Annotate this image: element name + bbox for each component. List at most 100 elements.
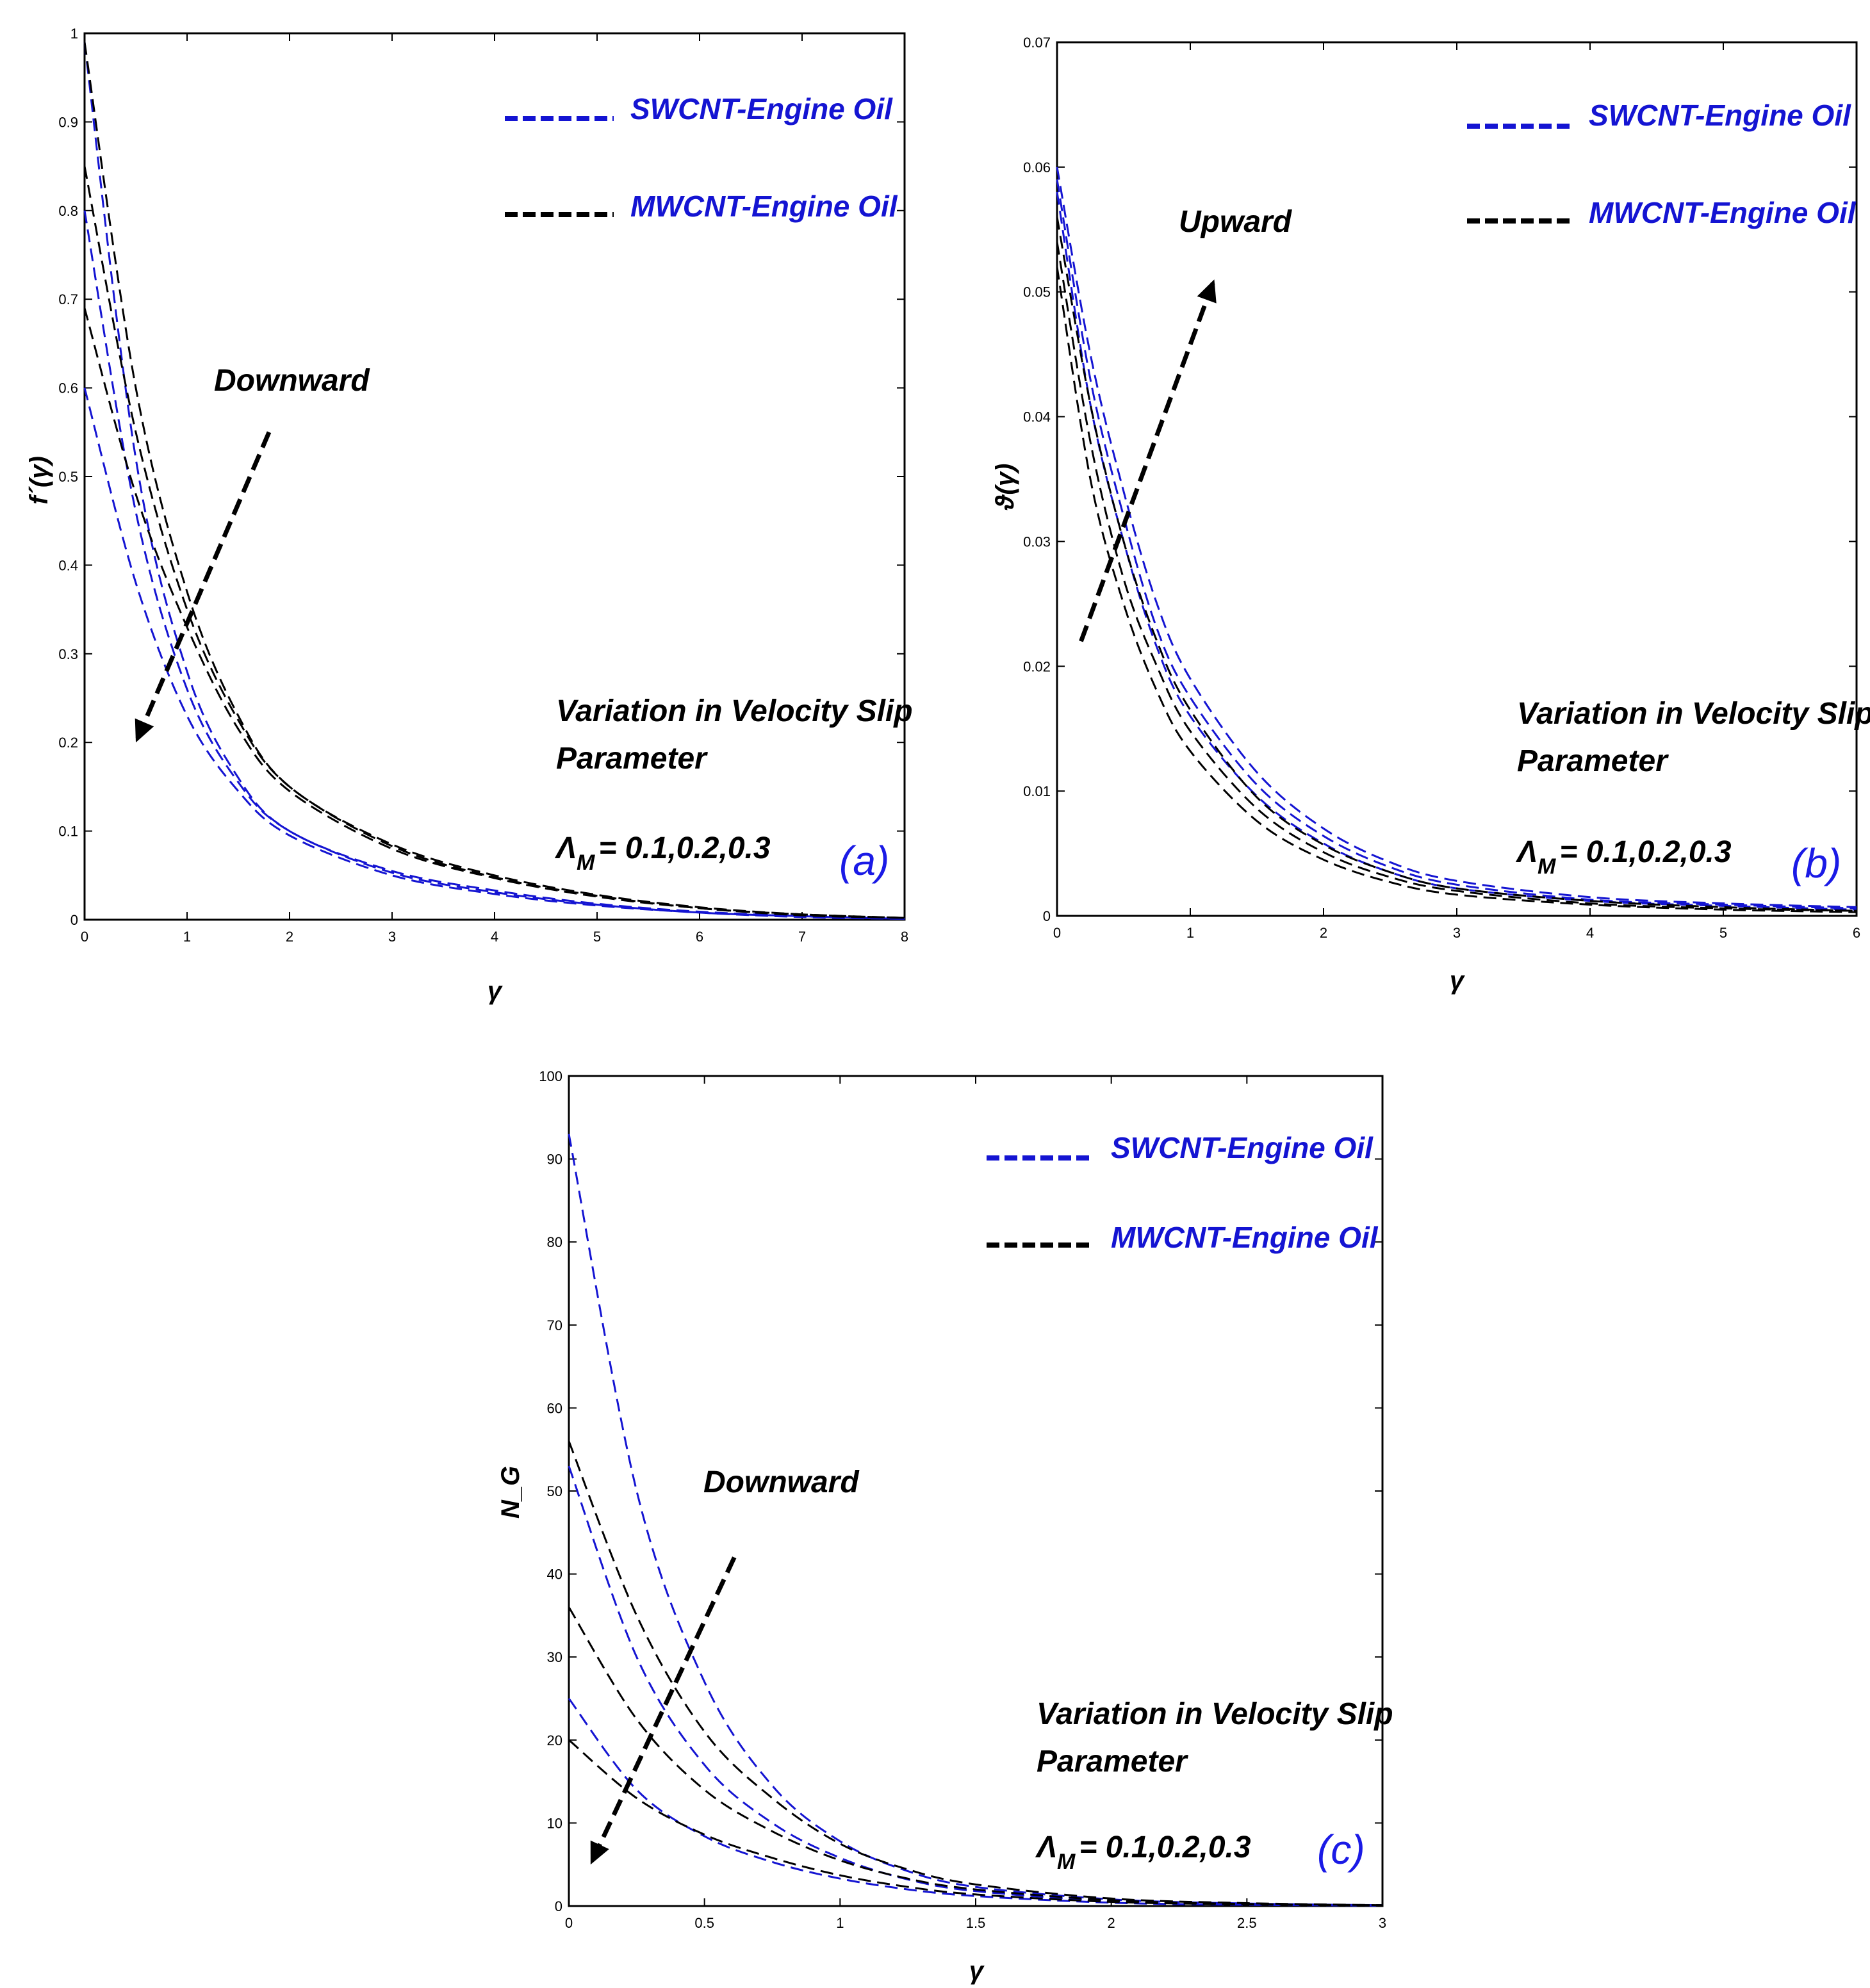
- y-tick-label: 0.7: [58, 291, 78, 307]
- y-tick-label: 50: [547, 1483, 562, 1499]
- y-tick-label: 0: [1043, 908, 1051, 924]
- y-axis-label-c: N_G: [496, 1466, 525, 1519]
- y-tick-label: 0.4: [58, 557, 78, 573]
- x-tick-label: 3: [1379, 1915, 1386, 1931]
- x-tick-label: 4: [1586, 925, 1594, 941]
- variation-line2-a: Parameter: [556, 742, 708, 776]
- y-tick-label: 0: [555, 1898, 562, 1914]
- variation-line2-c: Parameter: [1037, 1745, 1188, 1779]
- y-tick-label: 0.06: [1023, 159, 1051, 175]
- y-tick-label: 0.03: [1023, 534, 1051, 550]
- param-label-c: ΛM = 0.1,0.2,0.3: [1035, 1830, 1251, 1874]
- x-tick-label: 0: [81, 929, 88, 945]
- param-symbol-b: Λ: [1515, 835, 1538, 869]
- param-subscript-c: M: [1057, 1850, 1076, 1874]
- y-tick-label: 80: [547, 1234, 562, 1250]
- series-line-mwcnt-2: [83, 166, 905, 919]
- series-line-mwcnt-1: [568, 1440, 1383, 1907]
- annotation-downward-a: Downward: [214, 364, 370, 398]
- series-line-swcnt-3: [83, 387, 905, 920]
- series-line-swcnt-3: [1056, 191, 1857, 911]
- y-tick-label: 0.07: [1023, 35, 1051, 51]
- x-tick-label: 6: [1853, 925, 1860, 941]
- x-tick-label: 3: [388, 929, 396, 945]
- plot-frame-b: [1056, 41, 1858, 917]
- param-subscript-b: M: [1538, 854, 1556, 879]
- arrow-c: [588, 1556, 737, 1866]
- series-line-mwcnt-3: [83, 307, 905, 919]
- arrow-a: [133, 431, 272, 744]
- curves-a: [83, 42, 905, 920]
- y-tick-label: 0.02: [1023, 658, 1051, 674]
- y-tick-label: 0.8: [58, 203, 78, 219]
- curves-b: [1056, 167, 1857, 913]
- series-line-mwcnt-1: [1056, 216, 1857, 912]
- x-tick-label: 1: [836, 1915, 844, 1931]
- param-values-c: = 0.1,0.2,0.3: [1079, 1830, 1251, 1864]
- panel-b: 0 1 2 3 4 5 6 0 0.01 0.02 0.03 0.04 0.05 0.06 0.07 γ ϑ…: [991, 35, 1870, 995]
- x-tick-label: 5: [1719, 925, 1727, 941]
- y-tick-label: 40: [547, 1567, 562, 1583]
- legend-text-mwcnt-b: MWCNT-Engine Oil: [1589, 196, 1857, 229]
- variation-line1-c: Variation in Velocity Slip: [1037, 1697, 1393, 1731]
- variation-line1-a: Variation in Velocity Slip: [556, 694, 913, 728]
- y-tick-label: 0.5: [58, 469, 78, 485]
- param-label-a: ΛM = 0.1,0.2,0.3: [554, 831, 771, 875]
- y-tick-label: 0.01: [1023, 783, 1051, 799]
- series-line-mwcnt-2: [1056, 241, 1857, 912]
- trend-arrow-shaft: [1079, 279, 1217, 642]
- param-symbol-c: Λ: [1035, 1830, 1057, 1864]
- y-axis-label-a: f´(γ): [25, 456, 53, 505]
- y-tick-label: 0.04: [1023, 409, 1051, 425]
- x-tick-label: 1.5: [966, 1915, 986, 1931]
- ticks-b: 0 1 2 3 4 5 6 0 0.01 0.02 0.03 0.04 0.05 0.06 0.07: [1023, 35, 1860, 941]
- panel-label-b: (b): [1791, 840, 1841, 886]
- y-tick-label: 0.2: [58, 735, 78, 751]
- series-line-mwcnt-3: [1056, 266, 1857, 913]
- series-line-mwcnt-3: [568, 1739, 1383, 1907]
- param-symbol-a: Λ: [554, 831, 577, 865]
- trend-arrow-shaft: [133, 431, 272, 744]
- variation-line1-b: Variation in Velocity Slip: [1517, 697, 1870, 731]
- x-tick-label: 1: [183, 929, 191, 945]
- panel-a: 0 1 2 3 4 5 6 7 8 0 0.1 0.2 0.3 0.4 0.5 0.6 0.7 0.8 0.9 1 γ…: [25, 26, 913, 1005]
- y-tick-label: 60: [547, 1400, 562, 1416]
- curves-c: [568, 1134, 1383, 1907]
- x-axis-label-a: γ: [488, 977, 504, 1005]
- x-tick-label: 2.5: [1237, 1915, 1257, 1931]
- series-line-swcnt-1: [568, 1134, 1383, 1907]
- y-tick-label: 30: [547, 1649, 562, 1665]
- param-values-a: = 0.1,0.2,0.3: [598, 831, 771, 865]
- legend-text-swcnt-b: SWCNT-Engine Oil: [1589, 99, 1851, 132]
- param-values-b: = 0.1,0.2,0.3: [1559, 835, 1732, 869]
- x-tick-label: 2: [1108, 1915, 1115, 1931]
- y-tick-label: 0.05: [1023, 284, 1051, 300]
- trend-arrow-head: [1197, 279, 1217, 304]
- param-label-b: ΛM = 0.1,0.2,0.3: [1515, 835, 1732, 879]
- series-line-swcnt-1: [1056, 167, 1857, 908]
- panel-label-a: (a): [839, 838, 889, 884]
- x-tick-label: 0: [565, 1915, 573, 1931]
- series-line-swcnt-2: [1056, 179, 1857, 909]
- y-tick-label: 70: [547, 1317, 562, 1333]
- variation-line2-b: Parameter: [1517, 744, 1669, 778]
- x-tick-label: 6: [696, 929, 703, 945]
- y-tick-label: 0.1: [58, 824, 78, 840]
- annotation-downward-c: Downward: [703, 1465, 860, 1499]
- x-tick-label: 8: [901, 929, 908, 945]
- y-tick-label: 0.3: [58, 646, 78, 662]
- x-axis-label-c: γ: [969, 1957, 985, 1985]
- y-tick-label: 20: [547, 1732, 562, 1748]
- x-tick-label: 2: [286, 929, 293, 945]
- x-tick-label: 0.5: [694, 1915, 714, 1931]
- x-tick-label: 4: [491, 929, 498, 945]
- y-tick-label: 10: [547, 1815, 562, 1831]
- y-axis-label-b: ϑ(γ): [991, 464, 1019, 511]
- legend-text-swcnt-c: SWCNT-Engine Oil: [1111, 1131, 1374, 1164]
- x-tick-label: 5: [593, 929, 601, 945]
- legend-text-mwcnt-c: MWCNT-Engine Oil: [1111, 1221, 1379, 1254]
- trend-arrow-head: [590, 1840, 609, 1865]
- legend-text-mwcnt-a: MWCNT-Engine Oil: [630, 190, 898, 223]
- x-tick-label: 7: [798, 929, 806, 945]
